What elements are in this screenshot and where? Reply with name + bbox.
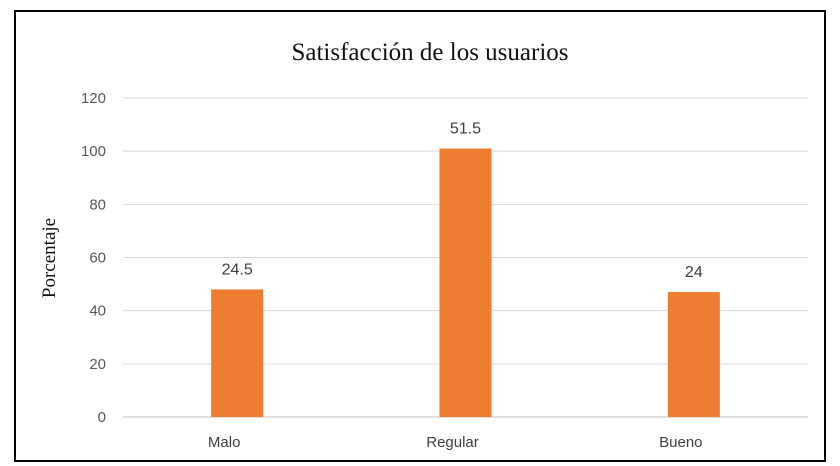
data-label: 24.5 [222, 261, 253, 278]
y-tick-label: 80 [89, 196, 106, 213]
y-tick-label: 40 [89, 303, 106, 320]
y-tick-label: 100 [81, 143, 106, 160]
y-tick-label: 60 [89, 250, 106, 267]
x-tick-label: Malo [208, 434, 241, 451]
y-axis-ticks: 0 20 40 60 80 100 120 [81, 90, 106, 426]
x-tick-label: Bueno [659, 434, 702, 451]
bar [667, 292, 720, 417]
data-label: 51.5 [450, 121, 481, 138]
bars [211, 148, 720, 417]
y-tick-label: 120 [81, 90, 106, 107]
bar [439, 148, 492, 417]
chart-title: Satisfacción de los usuarios [291, 39, 568, 66]
data-label: 24 [685, 264, 703, 281]
data-labels: 24.5 51.5 24 [222, 121, 703, 282]
y-tick-label: 0 [98, 409, 106, 426]
y-tick-label: 20 [89, 356, 106, 373]
y-axis-label: Porcentaje [39, 218, 60, 298]
x-tick-label: Regular [426, 434, 479, 451]
x-axis-ticks: Malo Regular Bueno [208, 434, 703, 451]
bar [211, 289, 264, 417]
